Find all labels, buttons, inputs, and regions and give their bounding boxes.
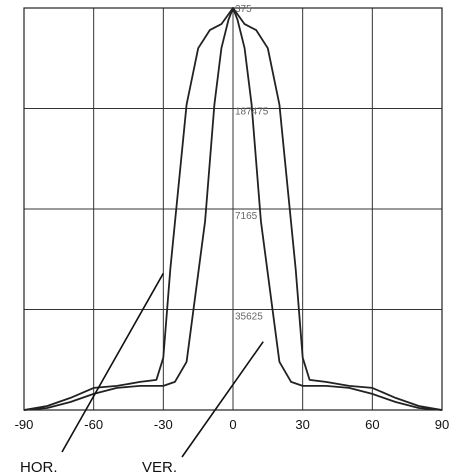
leader-line-hor xyxy=(61,272,165,453)
x-tick-label-0: -90 xyxy=(15,417,34,432)
annotation-label-ver: VER. xyxy=(142,459,177,476)
x-tick-label-3: 0 xyxy=(229,417,236,432)
x-tick-label-1: -60 xyxy=(84,417,103,432)
curves xyxy=(23,7,443,411)
value-label-3: 35625 xyxy=(235,312,263,323)
x-tick-label-6: 90 xyxy=(435,417,449,432)
series-line-ver xyxy=(23,7,443,411)
x-tick-label-4: 30 xyxy=(295,417,309,432)
leader-line-ver xyxy=(181,341,264,458)
grid xyxy=(23,8,443,410)
annotations: HOR. VER. xyxy=(20,272,264,476)
x-tick-label-2: -30 xyxy=(154,417,173,432)
value-label-0: 375 xyxy=(235,4,252,15)
value-labels: 375 187475 7165 35625 xyxy=(235,4,269,323)
value-label-1: 187475 xyxy=(235,107,269,118)
value-label-2: 7165 xyxy=(235,211,258,222)
x-tick-labels: -90 -60 -30 0 30 60 90 xyxy=(15,417,450,432)
annotation-label-hor: HOR. xyxy=(20,459,58,476)
x-tick-label-5: 60 xyxy=(365,417,379,432)
